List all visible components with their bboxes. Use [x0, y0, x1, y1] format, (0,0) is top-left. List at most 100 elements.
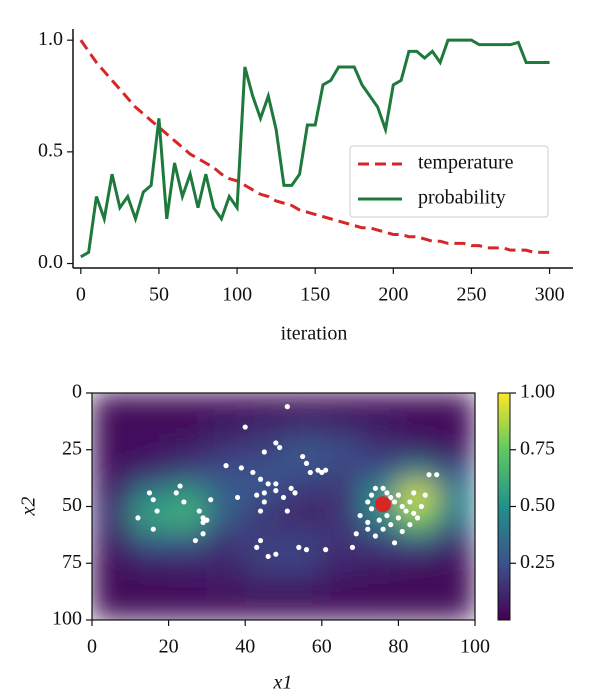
scatter-point — [323, 467, 329, 473]
colorbar-tick-label: 1.00 — [520, 381, 555, 403]
heatmap-cell — [168, 551, 208, 576]
scatter-point — [368, 506, 375, 512]
heatmap-cell — [283, 506, 323, 530]
x-tick-label: 20 — [159, 636, 179, 658]
heatmap-cell — [436, 437, 475, 462]
scatter-point — [254, 544, 260, 550]
highlight-point — [375, 496, 392, 513]
heatmap-cell — [436, 483, 475, 507]
scatter-point — [173, 490, 179, 496]
heatmap-cell — [283, 574, 323, 598]
heatmap-cell — [397, 551, 438, 576]
scatter-point — [365, 519, 371, 525]
heatmap-cell — [397, 437, 438, 462]
scatter-point — [288, 485, 294, 491]
heatmap-cell — [244, 551, 284, 576]
x-tick-label: 100 — [460, 636, 490, 658]
scatter-point — [292, 490, 298, 496]
scatter-point — [146, 490, 153, 496]
scatter-point — [365, 499, 371, 505]
heatmap-cell — [168, 415, 208, 439]
scatter-point — [303, 460, 310, 466]
scatter-point — [200, 515, 206, 521]
heatmap-cell — [244, 415, 284, 439]
heatmap-cell — [436, 393, 475, 417]
scatter-point — [273, 440, 279, 446]
heatmap-cell — [92, 460, 131, 485]
scatter-point — [372, 485, 379, 491]
scatter-point — [403, 508, 409, 514]
scatter-point — [357, 512, 363, 519]
scatter-point — [234, 494, 241, 501]
scatter-point — [273, 481, 279, 487]
scatter-point — [388, 522, 394, 528]
scatter-point — [399, 503, 405, 510]
heatmap-cell — [92, 437, 131, 462]
scatter-point — [150, 526, 156, 532]
legend-label: temperature — [418, 152, 514, 174]
heatmap-cell — [436, 574, 475, 598]
heatmap-cell — [436, 551, 475, 576]
heatmap-cell — [206, 483, 246, 507]
y-tick-label: 1.0 — [38, 28, 63, 50]
heatmap-cell — [206, 460, 246, 485]
heatmap-cell — [283, 551, 323, 576]
heatmap-cell — [129, 415, 170, 439]
heatmap-cell — [283, 483, 323, 507]
y-tick-label: 100 — [52, 608, 82, 630]
heatmap-cell — [168, 528, 208, 553]
heatmap-cell — [321, 596, 361, 620]
series-line — [79, 39, 550, 254]
scatter-point — [384, 512, 390, 519]
heatmap-cell — [321, 483, 361, 507]
heatmap-cell — [92, 574, 131, 598]
scatter-point — [407, 499, 413, 505]
heatmap-cell — [168, 596, 208, 620]
scatter-point — [261, 490, 267, 496]
y-tick-label: 0.5 — [38, 139, 63, 161]
heatmap-cell — [129, 437, 170, 462]
scatter-point — [434, 472, 440, 478]
heatmap-cell — [321, 551, 361, 576]
heatmap-cell — [283, 415, 323, 439]
scatter-point — [280, 494, 287, 501]
heatmap-cell — [92, 415, 131, 439]
scatter-point — [265, 553, 271, 560]
heatmap-cell — [92, 393, 131, 417]
heatmap-cell — [244, 460, 284, 485]
scatter-point — [372, 533, 379, 539]
heatmap-cell — [359, 574, 399, 598]
heatmap — [92, 393, 475, 620]
scatter-point — [257, 476, 264, 482]
y-tick-label: 50 — [62, 494, 82, 516]
scatter-point — [250, 469, 256, 476]
heatmap-cell — [359, 415, 399, 439]
heatmap-cell — [397, 528, 438, 553]
heatmap-cell — [397, 483, 438, 507]
scatter-point — [300, 453, 306, 460]
scatter-point — [422, 492, 428, 498]
scatter-point — [273, 488, 279, 494]
heatmap-cell — [244, 506, 284, 530]
x-tick-label: 200 — [378, 284, 408, 306]
scatter-point — [380, 526, 386, 532]
heatmap-cell — [359, 551, 399, 576]
heatmap-cell — [397, 574, 438, 598]
heatmap-cell — [321, 437, 361, 462]
x-tick-label: 100 — [222, 284, 252, 306]
colorbar-tick-label: 0.25 — [520, 551, 555, 573]
heatmap-cell — [168, 437, 208, 462]
heatmap-clip — [92, 393, 475, 620]
x-axis-label: x1 — [273, 672, 293, 692]
x-tick-label: 150 — [300, 284, 330, 306]
scatter-point — [399, 528, 405, 535]
scatter-point — [208, 497, 214, 503]
heatmap-cell — [436, 415, 475, 439]
heatmap-cell — [92, 528, 131, 553]
scatter-point — [365, 526, 371, 532]
heatmap-cell — [168, 574, 208, 598]
heatmap-cell — [321, 393, 361, 417]
scatter-point — [380, 485, 386, 491]
scatter-point — [368, 492, 375, 498]
scatter-point — [154, 508, 160, 514]
